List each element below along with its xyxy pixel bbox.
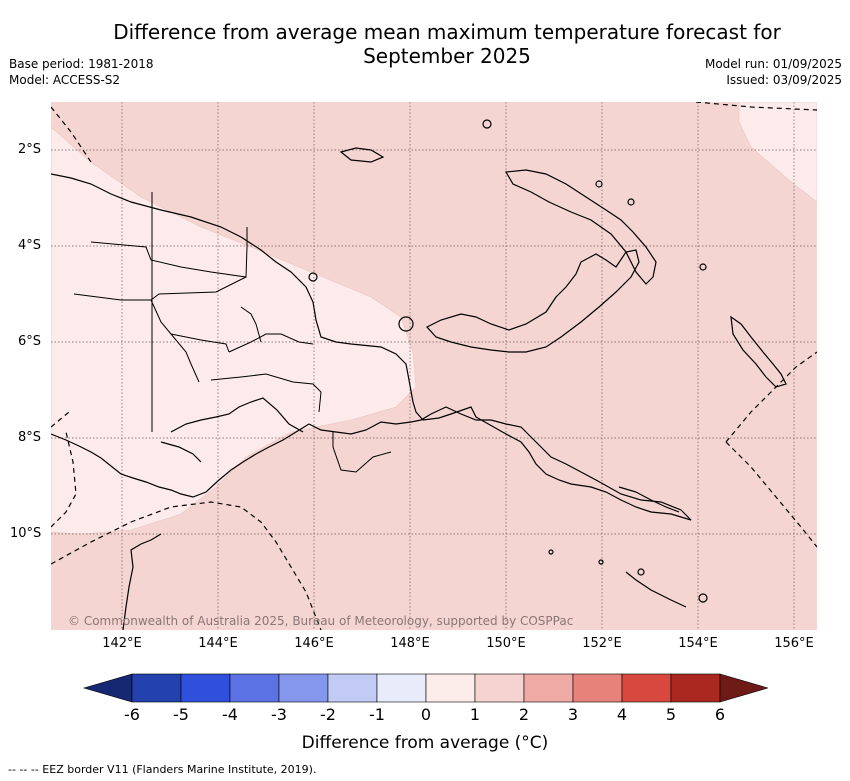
forecast-map — [51, 102, 817, 630]
colorbar-cell — [327, 673, 378, 703]
lon-label-152e: 152°E — [582, 636, 622, 651]
title-line-2: September 2025 — [363, 44, 531, 68]
meta-left: Base period: 1981-2018 Model: ACCESS-S2 — [9, 56, 154, 88]
lon-label-144e: 144°E — [198, 636, 238, 651]
eez-borders — [51, 102, 817, 630]
lat-label-6s: 6°S — [18, 334, 42, 349]
anomaly-region-0-1-mainland — [51, 126, 417, 535]
colorbar-tick: 2 — [518, 705, 530, 724]
colorbar-tick: 0 — [420, 705, 432, 724]
colorbar-tick: 4 — [616, 705, 628, 724]
colorbar-cell — [278, 673, 329, 703]
new-ireland-coast — [505, 169, 657, 285]
colorbar-tick: 1 — [469, 705, 481, 724]
model-run: Model run: 01/09/2025 — [704, 57, 842, 71]
lon-label-146e: 146°E — [294, 636, 334, 651]
lon-label-150e: 150°E — [486, 636, 526, 651]
new-guinea-coast — [51, 173, 692, 521]
lon-label-156e: 156°E — [774, 636, 814, 651]
colorbar-cells — [82, 673, 768, 703]
colorbar-tick: -3 — [271, 705, 287, 724]
model-name: Model: ACCESS-S2 — [9, 73, 121, 87]
coastlines — [51, 119, 787, 630]
lat-label-8s: 8°S — [18, 430, 42, 445]
lat-label-2s: 2°S — [18, 142, 42, 157]
colorbar-cell — [474, 673, 525, 703]
colorbar-cell — [719, 673, 768, 703]
issued-date: Issued: 03/09/2025 — [726, 73, 842, 87]
colorbar-cell — [523, 673, 574, 703]
lat-label-4s: 4°S — [18, 238, 42, 253]
colorbar-tick: -1 — [369, 705, 385, 724]
lon-label-154e: 154°E — [678, 636, 718, 651]
lon-label-148e: 148°E — [390, 636, 430, 651]
colorbar-tick: -2 — [320, 705, 336, 724]
map-title: Difference from average mean maximum tem… — [60, 20, 834, 68]
colorbar-cell — [621, 673, 672, 703]
colorbar-label: Difference from average (°C) — [301, 733, 549, 753]
bougainville-coast — [730, 315, 787, 388]
colorbar-cell — [82, 673, 133, 703]
colorbar-tick: -5 — [173, 705, 189, 724]
colorbar-tick: -4 — [222, 705, 238, 724]
colorbar — [82, 673, 768, 703]
colorbar-cell — [572, 673, 623, 703]
eez-legend-footer: -- -- -- EEZ border V11 (Flanders Marine… — [8, 763, 317, 776]
graticule — [51, 102, 817, 630]
meta-right: Model run: 01/09/2025 Issued: 03/09/2025 — [705, 56, 842, 88]
manus-island-coast — [339, 147, 385, 163]
colorbar-cell — [131, 673, 182, 703]
colorbar-cell — [376, 673, 427, 703]
colorbar-cell — [670, 673, 721, 703]
colorbar-cell — [180, 673, 231, 703]
admin-borders — [73, 192, 392, 473]
colorbar-tick: 5 — [665, 705, 677, 724]
colorbar-tick: -6 — [124, 705, 140, 724]
colorbar-tick: 3 — [567, 705, 579, 724]
colorbar-cell — [229, 673, 280, 703]
copyright-notice: © Commonwealth of Australia 2025, Bureau… — [68, 614, 574, 628]
colorbar-cell — [425, 673, 476, 703]
anomaly-region-0-1-northeast — [738, 102, 817, 203]
title-line-1: Difference from average mean maximum tem… — [113, 20, 781, 44]
lat-label-10s: 10°S — [10, 526, 42, 541]
colorbar-tick: 6 — [714, 705, 726, 724]
lon-label-142e: 142°E — [102, 636, 142, 651]
cape-york-coast — [122, 533, 162, 630]
base-period: Base period: 1981-2018 — [9, 57, 154, 71]
